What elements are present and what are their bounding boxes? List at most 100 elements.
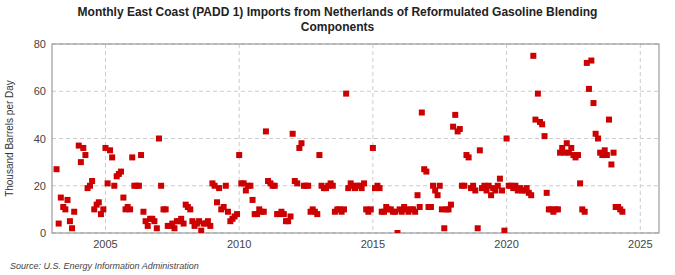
x-tick-label: 2010	[227, 238, 251, 250]
point	[577, 180, 583, 186]
point	[187, 206, 193, 212]
grid-line	[239, 44, 240, 233]
point	[223, 183, 229, 189]
x-tick-label: 2025	[628, 238, 652, 250]
point	[100, 206, 106, 212]
point	[158, 183, 164, 189]
grid-line	[52, 91, 659, 92]
point	[69, 225, 75, 231]
point	[423, 169, 429, 175]
point	[236, 152, 242, 158]
point	[377, 185, 383, 191]
points	[54, 53, 626, 233]
x-tick-label: 2015	[361, 238, 385, 250]
x-tick-label: 2020	[494, 238, 518, 250]
point	[595, 136, 601, 142]
plot-frame	[52, 44, 659, 233]
point	[263, 128, 269, 134]
point	[435, 192, 441, 198]
point	[140, 209, 146, 215]
point	[417, 204, 423, 210]
point	[305, 183, 311, 189]
grid	[52, 44, 659, 233]
point	[361, 180, 367, 186]
point	[294, 180, 300, 186]
point	[330, 183, 336, 189]
point	[542, 133, 548, 139]
point	[118, 169, 124, 175]
point	[56, 221, 62, 227]
point	[343, 91, 349, 97]
point	[461, 183, 467, 189]
point	[608, 161, 614, 167]
point	[504, 136, 510, 142]
point	[67, 218, 73, 224]
point	[105, 180, 111, 186]
point	[499, 187, 505, 193]
point	[225, 209, 231, 215]
y-tick-label: 0	[40, 227, 46, 239]
point	[477, 147, 483, 153]
point	[370, 145, 376, 151]
point	[606, 117, 612, 123]
point	[415, 192, 421, 198]
title-line: Components	[301, 20, 375, 34]
point	[111, 183, 117, 189]
point	[82, 152, 88, 158]
point	[437, 183, 443, 189]
point	[198, 228, 204, 233]
point	[261, 209, 267, 215]
point	[419, 110, 425, 116]
point	[80, 145, 86, 151]
point	[234, 211, 240, 217]
point	[501, 228, 507, 233]
title: Monthly East Coast (PADD 1) Imports from…	[78, 5, 598, 34]
point	[54, 166, 60, 172]
grid-line	[105, 44, 106, 233]
point	[214, 199, 220, 205]
point	[428, 204, 434, 210]
point	[151, 218, 157, 224]
point	[316, 152, 322, 158]
y-tick-label: 80	[34, 38, 46, 50]
point	[181, 221, 187, 227]
source: Source: U.S. Energy Information Administ…	[10, 261, 199, 271]
point	[107, 147, 113, 153]
point	[58, 195, 64, 201]
point	[611, 150, 617, 156]
x-tick-label: 2005	[93, 238, 117, 250]
point	[156, 136, 162, 142]
point	[575, 152, 581, 158]
point	[272, 183, 278, 189]
point	[290, 131, 296, 137]
point	[528, 192, 534, 198]
point	[96, 199, 102, 205]
y-axis-label: Thousand Barrels per Day	[4, 80, 15, 197]
y-tick-label: 40	[34, 133, 46, 145]
point	[472, 187, 478, 193]
point	[288, 213, 294, 219]
point	[216, 185, 222, 191]
point	[568, 145, 574, 151]
point	[154, 225, 160, 231]
point	[71, 209, 77, 215]
point	[247, 183, 253, 189]
grid-line	[52, 138, 659, 139]
point	[298, 140, 304, 146]
point	[590, 100, 596, 106]
point	[497, 176, 503, 182]
point	[457, 126, 463, 132]
point	[109, 154, 115, 160]
point	[78, 159, 84, 165]
title-line: Monthly East Coast (PADD 1) Imports from…	[78, 5, 598, 19]
point	[250, 197, 256, 203]
y-tick-label: 20	[34, 180, 46, 192]
chart: Monthly East Coast (PADD 1) Imports from…	[0, 0, 675, 275]
point	[207, 223, 213, 229]
grid-line	[640, 44, 641, 233]
grid-line	[372, 44, 373, 233]
point	[535, 91, 541, 97]
point	[555, 206, 561, 212]
point	[586, 86, 592, 92]
point	[441, 225, 447, 231]
